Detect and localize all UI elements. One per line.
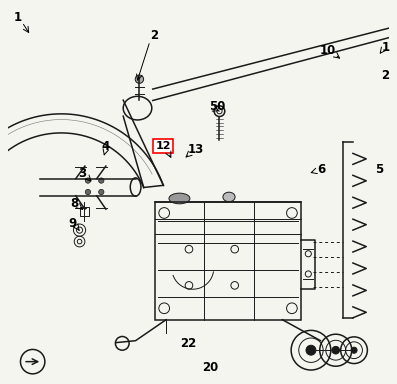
Text: 50: 50 [208, 101, 225, 114]
Circle shape [306, 345, 316, 355]
Circle shape [98, 189, 104, 195]
Circle shape [135, 75, 144, 83]
Ellipse shape [130, 178, 141, 196]
Text: 4: 4 [102, 140, 110, 153]
Text: 8: 8 [71, 197, 79, 210]
Circle shape [85, 178, 91, 183]
Ellipse shape [223, 192, 235, 202]
Text: 10: 10 [320, 44, 336, 57]
Text: 12: 12 [156, 141, 171, 151]
Text: 6: 6 [317, 163, 326, 176]
Ellipse shape [169, 193, 190, 204]
Text: 9: 9 [69, 217, 77, 230]
Circle shape [332, 346, 339, 354]
Text: 3: 3 [79, 167, 87, 180]
Circle shape [351, 347, 357, 353]
Circle shape [98, 178, 104, 183]
Text: 2: 2 [150, 29, 159, 42]
Text: 1: 1 [381, 41, 389, 54]
Text: 20: 20 [202, 361, 219, 374]
Circle shape [85, 189, 91, 195]
Text: 2: 2 [381, 69, 389, 82]
Text: 1: 1 [13, 11, 21, 24]
Text: 5: 5 [376, 163, 384, 176]
Text: 13: 13 [187, 143, 204, 156]
Bar [155, 202, 301, 320]
Bar [79, 207, 89, 217]
Text: 22: 22 [180, 337, 196, 350]
